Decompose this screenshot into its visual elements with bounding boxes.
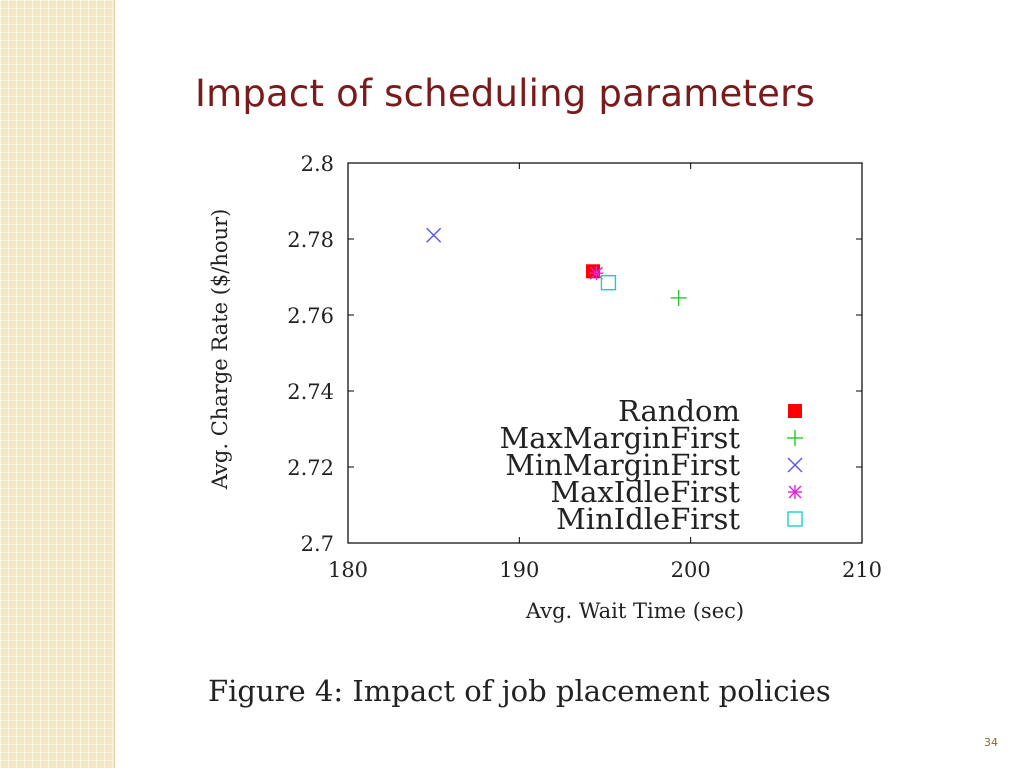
x-tick-label: 210 bbox=[842, 558, 882, 582]
y-tick-label: 2.78 bbox=[287, 228, 334, 252]
y-tick-label: 2.8 bbox=[301, 152, 334, 176]
legend-label-random: Random bbox=[618, 394, 740, 428]
decorative-side-strip bbox=[0, 0, 115, 768]
plot-frame bbox=[347, 162, 863, 544]
y-tick-label: 2.7 bbox=[301, 532, 334, 556]
data-point-max-idle-first bbox=[589, 266, 604, 281]
x-tick-label: 200 bbox=[671, 558, 711, 582]
x-tick-label: 180 bbox=[328, 558, 368, 582]
data-point-min-margin-first bbox=[426, 227, 442, 243]
y-tick-label: 2.72 bbox=[287, 456, 334, 480]
legend-marker-min-margin-first bbox=[787, 457, 803, 473]
legend-label-min-margin-first: MinMarginFirst bbox=[505, 448, 740, 482]
legend-label-min-idle-first: MinIdleFirst bbox=[556, 502, 740, 536]
y-tick-label: 2.76 bbox=[287, 304, 334, 328]
legend-marker-max-idle-first bbox=[788, 485, 802, 499]
legend-marker-min-idle-first bbox=[787, 511, 803, 527]
legend-marker-max-margin-first bbox=[787, 430, 803, 446]
x-tick-label: 190 bbox=[499, 558, 539, 582]
legend-label-max-margin-first: MaxMarginFirst bbox=[500, 421, 741, 455]
legend-label-max-idle-first: MaxIdleFirst bbox=[550, 475, 740, 509]
figure-caption: Figure 4: Impact of job placement polici… bbox=[208, 674, 831, 708]
y-axis-label: Avg. Charge Rate ($/hour) bbox=[208, 209, 232, 491]
x-axis-label: Avg. Wait Time (sec) bbox=[525, 599, 744, 623]
legend-marker-random bbox=[788, 404, 802, 418]
data-point-max-margin-first bbox=[670, 289, 687, 306]
slide-title: Impact of scheduling parameters bbox=[195, 72, 815, 115]
page-number: 34 bbox=[984, 736, 998, 749]
y-tick-label: 2.74 bbox=[287, 380, 334, 404]
data-point-min-idle-first bbox=[600, 275, 617, 291]
